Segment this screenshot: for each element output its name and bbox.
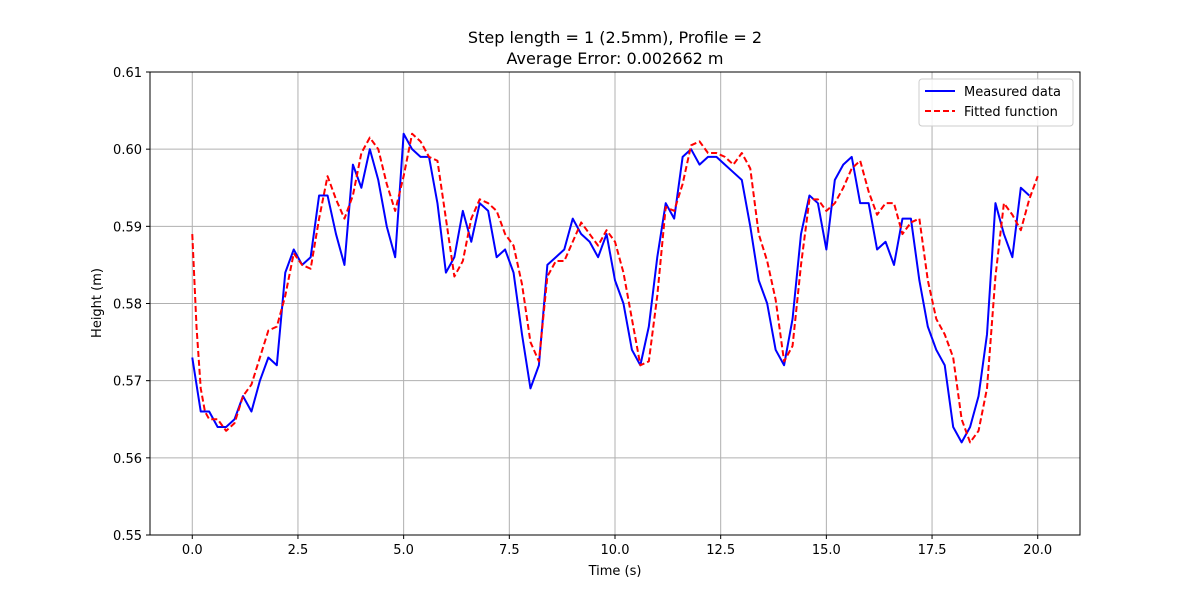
grid-lines xyxy=(150,71,1080,536)
x-tick-label: 10.0 xyxy=(601,543,630,558)
legend: Measured data Fitted function xyxy=(918,78,1074,127)
chart-subtitle: Average Error: 0.002662 m xyxy=(507,49,724,68)
x-tick-label: 5.0 xyxy=(393,543,414,558)
x-tick-label: 7.5 xyxy=(499,543,520,558)
x-tick-label: 20.0 xyxy=(1023,543,1052,558)
x-tick-label: 17.5 xyxy=(918,543,947,558)
measured-data-line xyxy=(191,132,1030,444)
y-tick-label: 0.56 xyxy=(113,452,142,467)
x-tick-label: 12.5 xyxy=(706,543,735,558)
x-tick-label: 0.0 xyxy=(182,543,203,558)
x-tick-label: 15.0 xyxy=(812,543,841,558)
legend-label-fitted: Fitted function xyxy=(964,105,1058,120)
y-tick-label: 0.57 xyxy=(113,375,142,390)
series-lines xyxy=(191,132,1039,444)
y-axis-label: Height (m) xyxy=(90,268,105,338)
x-tick-label: 2.5 xyxy=(288,543,309,558)
y-tick-label: 0.55 xyxy=(113,529,142,544)
y-tick-label: 0.61 xyxy=(113,66,142,81)
legend-label-measured: Measured data xyxy=(964,85,1061,100)
x-axis-ticks: 0.0 2.5 5.0 7.5 10.0 12.5 15.0 17.5 20.0 xyxy=(182,535,1052,558)
x-axis-label: Time (s) xyxy=(588,564,642,579)
chart-title: Step length = 1 (2.5mm), Profile = 2 xyxy=(468,28,762,47)
fitted-function-line xyxy=(191,132,1039,444)
y-axis-ticks: 0.55 0.56 0.57 0.58 0.59 0.60 0.61 xyxy=(113,66,150,544)
y-tick-label: 0.60 xyxy=(113,143,142,158)
legend-frame xyxy=(918,78,1074,127)
y-tick-label: 0.58 xyxy=(113,298,142,313)
y-tick-label: 0.59 xyxy=(113,220,142,235)
